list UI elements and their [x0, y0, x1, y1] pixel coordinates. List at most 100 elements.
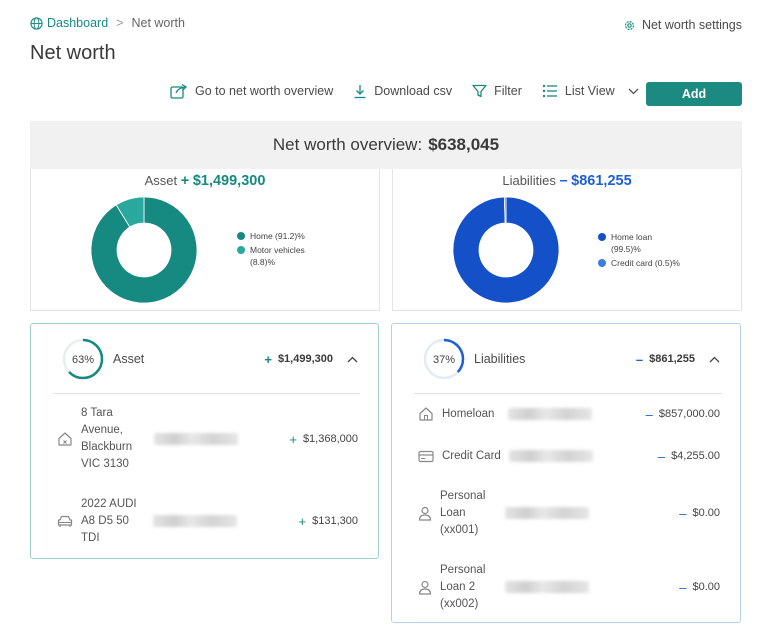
add-button[interactable]: Add: [646, 82, 742, 106]
liability-row-name: Homeloan: [442, 407, 495, 420]
name-line: 8 Tara: [81, 407, 113, 419]
asset-chart-sign: +: [180, 173, 190, 189]
redacted-detail: [505, 507, 590, 519]
net-worth-settings-link[interactable]: Net worth settings: [623, 18, 742, 32]
asset-percent-text: 63%: [72, 354, 94, 366]
liability-row-amount: – $0.00: [679, 506, 720, 521]
amount-value: $857,000.00: [658, 408, 720, 420]
asset-donut-slice-motor-vehicles: [115, 197, 145, 228]
asset-row-property[interactable]: 8 Tara Avenue, Blackburn VIC 3130 + $1,3…: [57, 404, 358, 474]
liabilities-card-total: – $861,255: [636, 352, 695, 367]
minus-icon: –: [679, 505, 687, 521]
legend-label-cont: (8.8)%: [250, 257, 276, 267]
legend-label: Home (91.2)%: [250, 231, 305, 241]
plus-icon: +: [264, 351, 272, 367]
liability-row-amount: – $0.00: [679, 580, 720, 595]
liability-row-amount: – $4,255.00: [658, 449, 720, 464]
liabilities-donut-slice-credit-card: [503, 197, 507, 224]
liabilities-chart-label: Liabilities: [502, 173, 556, 188]
asset-card-total-value: $1,499,300: [277, 353, 333, 365]
download-csv-button[interactable]: Download csv: [353, 84, 452, 99]
liabilities-legend-item-home-loan: Home loan (99.5)%: [598, 231, 680, 255]
minus-icon: –: [635, 351, 644, 367]
name-line: Loan 2: [440, 580, 476, 593]
liabilities-card-header[interactable]: 37% Liabilities – $861,255: [422, 336, 720, 382]
liabilities-detail-card: 37% Liabilities – $861,255 Homeloan – $8…: [391, 323, 741, 623]
asset-card-title: Asset: [113, 352, 145, 366]
plus-icon: +: [298, 513, 307, 529]
amount-value: $131,300: [312, 515, 358, 527]
user-icon: [418, 580, 432, 595]
home-icon: [57, 431, 73, 447]
asset-chart-title: Asset + $1,499,300: [31, 173, 379, 189]
breadcrumb: Dashboard > Net worth: [30, 16, 185, 30]
asset-chart-card: Asset + $1,499,300 Home (91.2)% Motor ve…: [30, 169, 380, 311]
user-icon: [418, 506, 432, 521]
chevron-up-icon[interactable]: [709, 356, 720, 363]
asset-row-name: 2022 AUDI A8 D5 50 TDI: [81, 496, 137, 547]
liability-row-homeloan[interactable]: Homeloan – $857,000.00: [418, 402, 720, 426]
asset-donut-slice-home: [91, 197, 197, 303]
name-line: A8 D5 50: [81, 514, 129, 527]
chevron-down-icon: [628, 88, 639, 95]
breadcrumb-separator: >: [116, 16, 124, 30]
liability-row-credit-card[interactable]: Credit Card – $4,255.00: [418, 444, 720, 468]
liability-row-personal-loan-2[interactable]: Personal Loan 2 (xx002) – $0.00: [418, 560, 720, 614]
chevron-up-icon[interactable]: [347, 356, 358, 363]
liabilities-legend-item-credit-card: Credit card (0.5)%: [598, 257, 680, 269]
plus-icon: +: [289, 431, 297, 447]
download-icon: [353, 84, 367, 99]
gear-icon: [623, 19, 636, 32]
credit-card-icon: [418, 450, 434, 463]
legend-dot: [598, 259, 606, 267]
redacted-detail: [154, 433, 239, 445]
asset-chart-label: Asset: [144, 173, 178, 188]
asset-card-header[interactable]: 63% Asset + $1,499,300: [61, 336, 358, 382]
overview-value: $638,045: [428, 135, 500, 154]
toolbar: Go to net worth overview Download csv Fi…: [170, 83, 659, 99]
name-line: 2022 AUDI: [81, 497, 137, 510]
asset-percent-ring: 63%: [62, 338, 104, 380]
car-icon: [57, 514, 73, 528]
go-to-overview-label: Go to net worth overview: [195, 84, 334, 98]
asset-row-vehicle[interactable]: 2022 AUDI A8 D5 50 TDI + $131,300: [57, 494, 358, 548]
redacted-detail: [508, 408, 593, 420]
liability-row-personal-loan[interactable]: Personal Loan (xx001) – $0.00: [418, 486, 720, 540]
liability-row-name: Personal Loan 2 (xx002): [440, 562, 485, 613]
legend-label: Motor vehicles: [250, 245, 305, 255]
name-line: Personal: [440, 563, 486, 576]
amount-value: $0.00: [692, 581, 720, 593]
divider: [53, 393, 360, 394]
liabilities-percent-ring: 37%: [423, 338, 465, 380]
breadcrumb-current: Net worth: [131, 16, 185, 30]
filter-button[interactable]: Filter: [472, 84, 522, 98]
breadcrumb-dashboard-link[interactable]: Dashboard: [47, 16, 109, 30]
minus-icon: –: [645, 406, 653, 422]
share-icon: [170, 83, 188, 99]
list-view-dropdown[interactable]: List View: [542, 84, 639, 98]
redacted-detail: [508, 450, 593, 462]
liabilities-card-title: Liabilities: [474, 352, 526, 366]
liability-row-amount: – $857,000.00: [646, 407, 720, 422]
liabilities-chart-title: Liabilities – $861,255: [393, 173, 741, 189]
globe-icon: [30, 16, 43, 30]
page-title: Net worth: [30, 42, 116, 64]
filter-icon: [472, 84, 487, 98]
legend-label: Credit card (0.5)%: [611, 258, 680, 268]
asset-legend-item-motor: Motor vehicles (8.8)%: [237, 244, 305, 268]
asset-legend-item-home: Home (91.2)%: [237, 230, 305, 242]
download-csv-label: Download csv: [374, 84, 453, 98]
liability-row-name: Credit Card: [442, 449, 501, 462]
name-line: Loan: [440, 506, 466, 519]
asset-row-amount: + $1,368,000: [289, 432, 358, 447]
minus-icon: –: [657, 448, 666, 464]
asset-row-name: 8 Tara Avenue, Blackburn VIC 3130: [81, 405, 132, 473]
liabilities-chart-sign: –: [559, 173, 568, 189]
go-to-overview-button[interactable]: Go to net worth overview: [170, 83, 333, 99]
redacted-detail: [505, 581, 590, 593]
liabilities-legend: Home loan (99.5)% Credit card (0.5)%: [598, 231, 680, 271]
liabilities-chart-card: Liabilities – $861,255 Home loan (99.5)%…: [392, 169, 742, 311]
net-worth-overview-banner: Net worth overview: $638,045: [30, 121, 742, 169]
liabilities-donut-slice-home-loan: [453, 197, 559, 303]
overview-label: Net worth overview:: [272, 135, 423, 154]
